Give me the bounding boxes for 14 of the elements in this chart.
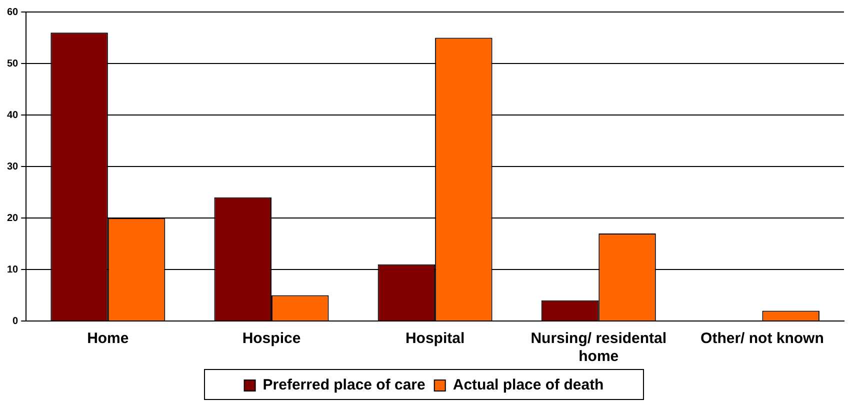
x-tick-label: Other/ not known (700, 330, 824, 348)
y-tick-label: 60 (7, 6, 19, 18)
y-tick-label: 0 (12, 316, 19, 327)
y-tick-label: 20 (7, 212, 19, 224)
legend-label: Actual place of death (452, 376, 604, 394)
x-tick-label: Home (87, 330, 129, 348)
legend-label: Preferred place of care (262, 376, 426, 394)
x-tick-label: Hospice (242, 330, 301, 348)
x-tick-label: Hospital (405, 330, 465, 348)
y-tick-label: 30 (7, 161, 19, 172)
y-tick-label: 10 (7, 264, 19, 276)
y-tick-label: 40 (7, 110, 19, 121)
x-tick-label: Nursing/ residental home (530, 330, 667, 366)
y-tick-label: 50 (7, 58, 19, 70)
